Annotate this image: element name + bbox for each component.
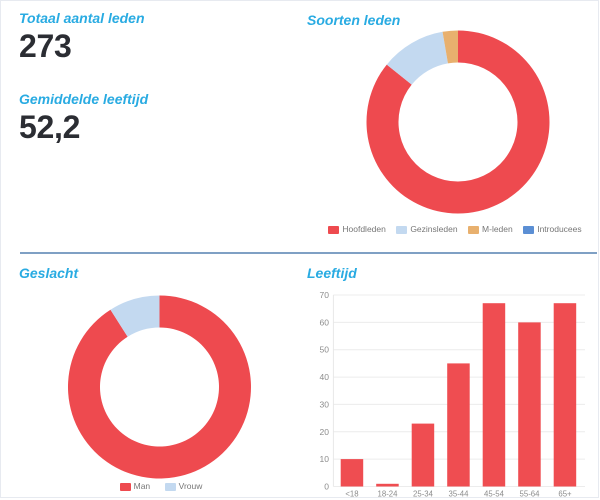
svg-text:45-54: 45-54 [484,490,505,499]
svg-text:65+: 65+ [558,490,572,499]
svg-text:25-34: 25-34 [413,490,434,499]
svg-text:35-44: 35-44 [449,490,470,499]
svg-text:55-64: 55-64 [520,490,541,499]
svg-text:20: 20 [320,427,330,437]
svg-text:30: 30 [320,399,330,409]
svg-text:60: 60 [320,317,330,327]
svg-text:0: 0 [324,482,329,492]
svg-text:<18: <18 [345,490,358,499]
svg-text:18-24: 18-24 [378,490,399,499]
svg-text:70: 70 [320,290,330,300]
svg-text:10: 10 [320,454,330,464]
svg-text:50: 50 [320,345,330,355]
svg-text:40: 40 [320,372,330,382]
